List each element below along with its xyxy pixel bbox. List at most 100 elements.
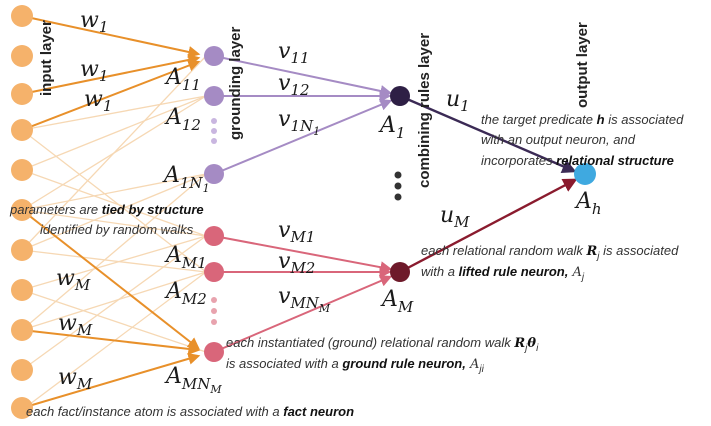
input-edges bbox=[21, 15, 201, 409]
ellipsis-dot bbox=[394, 193, 402, 201]
annotation-tied-parameters: parameters are tied by structure identif… bbox=[9, 202, 204, 237]
faint-edge bbox=[21, 271, 207, 331]
lifted-neuron-A1 bbox=[390, 86, 410, 106]
svg-text:identified by random walks: identified by random walks bbox=[40, 222, 194, 237]
input-node bbox=[11, 319, 33, 341]
edge-v1N bbox=[213, 99, 393, 175]
ground-neuron-A1N1 bbox=[204, 164, 224, 184]
svg-text:with a lifted rule neuron, Aj: with a lifted rule neuron, Aj bbox=[421, 264, 585, 283]
ground-neuron-A12 bbox=[204, 86, 224, 106]
edge-w1-b bbox=[21, 54, 201, 95]
svg-text:is associated with a ground ru: is associated with a ground rule neuron,… bbox=[226, 356, 485, 375]
svg-text:each instantiated (ground) rel: each instantiated (ground) relational ra… bbox=[226, 335, 539, 354]
ellipsis-dot bbox=[211, 297, 217, 303]
ellipsis-dot bbox=[211, 118, 217, 124]
edge-wM-c bbox=[21, 352, 201, 409]
weight-w1-label: w1 bbox=[80, 8, 108, 36]
ellipsis-dot bbox=[211, 138, 217, 144]
annotation-fact-neuron: each fact/instance atom is associated wi… bbox=[26, 404, 354, 419]
edge-vMN bbox=[213, 275, 393, 353]
grounding-nodes bbox=[204, 46, 224, 362]
combining-nodes bbox=[390, 86, 410, 282]
weight-u1-label: u1 bbox=[446, 87, 470, 115]
svg-text:each relational random walk Rj: each relational random walk Rj is associ… bbox=[421, 243, 679, 262]
node-label-A1N1: A1N1 bbox=[162, 163, 210, 195]
input-layer-label: input layer bbox=[38, 20, 55, 96]
faint-edges bbox=[21, 55, 207, 411]
weight-vMN-label: vMNM bbox=[278, 284, 331, 315]
ground-neuron-AMNM bbox=[204, 342, 224, 362]
weight-vM1-label: vM1 bbox=[278, 218, 315, 246]
edge-v11 bbox=[213, 55, 393, 97]
node-label-Ah: Ah bbox=[574, 189, 602, 218]
node-label-A1: A1 bbox=[378, 113, 405, 142]
weight-w1-label: w1 bbox=[80, 57, 108, 85]
faint-edge bbox=[21, 173, 207, 331]
edge-w1-c bbox=[21, 59, 201, 131]
weight-vM2-label: vM2 bbox=[278, 249, 315, 277]
input-node bbox=[11, 83, 33, 105]
svg-text:parameters are tied by structu: parameters are tied by structure bbox=[9, 202, 204, 217]
edge-wM-a bbox=[21, 209, 200, 350]
weight-wM-label: wM bbox=[56, 266, 91, 294]
output-neuron-Ah bbox=[574, 163, 596, 185]
annotation-ground-rule: each instantiated (ground) relational ra… bbox=[226, 335, 539, 375]
input-node bbox=[11, 159, 33, 181]
combining-layer-label: combining rules layer bbox=[416, 33, 433, 188]
ground-neuron-AM2 bbox=[204, 262, 224, 282]
node-label-A12: A12 bbox=[164, 105, 201, 134]
faint-edge bbox=[21, 249, 207, 273]
svg-text:with an output neuron, and: with an output neuron, and bbox=[481, 132, 636, 147]
output-edges bbox=[399, 94, 578, 274]
node-label-AMNM: AMNM bbox=[164, 364, 222, 396]
node-label-A11: A11 bbox=[164, 65, 201, 94]
input-node bbox=[11, 279, 33, 301]
input-node bbox=[11, 359, 33, 381]
grounding-layer-label: grounding layer bbox=[227, 26, 244, 140]
input-node bbox=[11, 5, 33, 27]
ground-neuron-AM1 bbox=[204, 226, 224, 246]
weight-v12-label: v12 bbox=[278, 71, 310, 99]
annotation-lifted-rule: each relational random walk Rj is associ… bbox=[421, 243, 679, 283]
svg-text:incorporates relational struct: incorporates relational structure bbox=[481, 153, 674, 168]
node-label-AM2: AM2 bbox=[164, 279, 207, 308]
input-node bbox=[11, 239, 33, 261]
faint-edge bbox=[21, 169, 207, 237]
weight-wM-label: wM bbox=[58, 365, 93, 393]
ground-neuron-A11 bbox=[204, 46, 224, 66]
weight-v1N-label: v1N1 bbox=[278, 107, 320, 138]
ellipsis-dot bbox=[394, 182, 402, 190]
faint-edge bbox=[21, 173, 207, 211]
faint-edge bbox=[21, 235, 207, 291]
edge-w1-a bbox=[21, 15, 201, 58]
grounding-edges bbox=[213, 55, 393, 353]
node-label-AM: AM bbox=[380, 287, 414, 316]
input-node bbox=[11, 119, 33, 141]
faint-edge bbox=[21, 95, 207, 171]
faint-edge bbox=[21, 209, 207, 237]
edge-uM bbox=[399, 178, 578, 274]
edge-vM1 bbox=[213, 235, 393, 274]
weight-v11-label: v11 bbox=[278, 39, 310, 67]
weight-w1-label: w1 bbox=[84, 87, 112, 115]
faint-edge bbox=[21, 95, 207, 131]
faint-edge bbox=[21, 235, 207, 371]
input-node bbox=[11, 397, 33, 419]
annotation-target-predicate: the target predicate h is associated wit… bbox=[481, 112, 684, 168]
faint-edge bbox=[21, 95, 207, 211]
weight-uM-label: uM bbox=[440, 203, 470, 231]
lifted-neuron-AM bbox=[390, 262, 410, 282]
ellipsis-dot bbox=[394, 171, 402, 179]
edge-u1 bbox=[399, 94, 577, 174]
ellipsis-dot bbox=[211, 308, 217, 314]
edge-wM-b bbox=[21, 329, 201, 355]
faint-edge bbox=[21, 129, 207, 273]
input-node bbox=[11, 199, 33, 221]
output-layer-label: output layer bbox=[574, 22, 591, 108]
faint-edge bbox=[21, 289, 207, 353]
node-label-AM1: AM1 bbox=[164, 243, 207, 272]
input-nodes bbox=[11, 5, 33, 419]
ellipsis-dot bbox=[211, 319, 217, 325]
svg-text:the target predicate h is asso: the target predicate h is associated bbox=[481, 112, 684, 127]
